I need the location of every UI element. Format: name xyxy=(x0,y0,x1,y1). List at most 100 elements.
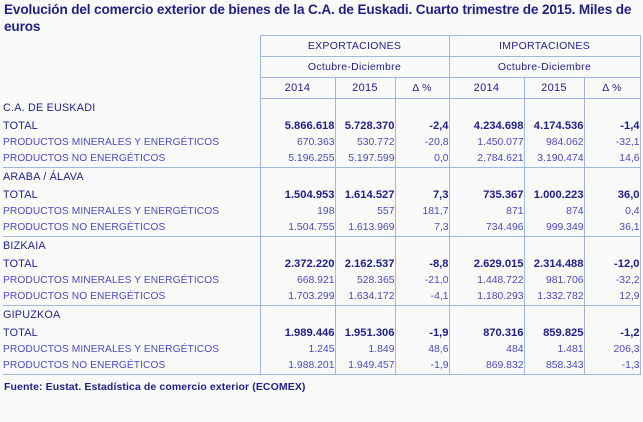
cell-imp-delta: 36,1 xyxy=(584,219,641,236)
cell-imp-2015: 1.000.223 xyxy=(524,185,585,204)
cell-imp-delta: 36,0 xyxy=(584,185,641,204)
row-label-total: TOTAL xyxy=(3,119,38,132)
section-header-spacer-imp-delta xyxy=(584,166,641,186)
table-row[interactable]: TOTAL 1.989.446 1.951.306 -1,9 870.316 859.82… xyxy=(3,323,641,342)
cell-exp-2015: 1.849 xyxy=(335,341,396,358)
table-body: C.A. DE EUSKADI TOTAL 5.866.618 5.728.370 -2… xyxy=(3,98,641,375)
table-row[interactable]: PRODUCTOS MINERALES Y ENERGÉTICOS 198 557 1… xyxy=(3,203,641,220)
cell-imp-2014: 1.450.077 xyxy=(448,134,525,151)
row-label-category: PRODUCTOS NO ENERGÉTICOS xyxy=(3,153,166,164)
section-title: BIZKAIA xyxy=(3,235,260,255)
cell-imp-2014: 734.496 xyxy=(448,219,525,236)
row-label-category: PRODUCTOS MINERALES Y ENERGÉTICOS xyxy=(3,206,220,217)
cell-exp-2015: 528.365 xyxy=(335,272,396,289)
cell-imp-2015: 858.343 xyxy=(524,357,585,375)
section-header-spacer-imp-2014 xyxy=(448,166,525,186)
cell-exp-delta: -4,1 xyxy=(395,288,450,305)
section-title: GIPUZKOA xyxy=(3,304,260,324)
cell-imp-2015: 874 xyxy=(524,203,585,220)
cell-exp-delta: -8,8 xyxy=(395,254,450,273)
cell-imp-2015: 1.332.782 xyxy=(524,288,585,305)
cell-imp-delta: 14,6 xyxy=(584,150,641,167)
table-row[interactable]: TOTAL 1.504.953 1.614.527 7,3 735.367 1.000.2… xyxy=(3,185,641,204)
cell-exp-2015: 1.613.969 xyxy=(335,219,396,236)
cell-imp-delta: -1,3 xyxy=(584,357,641,375)
cell-imp-delta: -1,2 xyxy=(584,323,641,342)
cell-exp-2015: 2.162.537 xyxy=(335,254,396,273)
header-col-exp-2015: 2015 xyxy=(335,77,396,99)
header-col-imp-2014: 2014 xyxy=(448,77,525,99)
cell-imp-2015: 999.349 xyxy=(524,219,585,236)
section-header-spacer-exp-delta xyxy=(395,166,450,186)
cell-exp-2014: 1.504.953 xyxy=(259,185,336,204)
cell-imp-delta: -1,4 xyxy=(584,116,641,135)
cell-imp-2014: 2.784.621 xyxy=(448,150,525,167)
cell-imp-delta: -12,0 xyxy=(584,254,641,273)
section-header-spacer-exp-delta xyxy=(395,304,450,324)
cell-exp-2015: 1.614.527 xyxy=(335,185,396,204)
cell-imp-2015: 4.174.536 xyxy=(524,116,585,135)
cell-exp-2014: 670.363 xyxy=(259,134,336,151)
section-header-spacer-imp-2015 xyxy=(524,304,585,324)
section-header-spacer-imp-2015 xyxy=(524,166,585,186)
cell-exp-2015: 557 xyxy=(335,203,396,220)
cell-imp-2015: 984.062 xyxy=(524,134,585,151)
cell-exp-2015: 1.949.457 xyxy=(335,357,396,375)
section-header-spacer-exp-2015 xyxy=(335,98,396,117)
cell-imp-2015: 859.825 xyxy=(524,323,585,342)
header-col-imp-delta: Δ % xyxy=(584,77,641,99)
cell-exp-2014: 1.245 xyxy=(259,341,336,358)
section-header-spacer-imp-2015 xyxy=(524,98,585,117)
header-corner-cell xyxy=(3,36,260,99)
header-group-importaciones: IMPORTACIONES xyxy=(448,35,641,57)
section-header-spacer-exp-2015 xyxy=(335,235,396,255)
cell-exp-2014: 198 xyxy=(259,203,336,220)
section-header-row: ARABA / ÁLAVA xyxy=(3,166,641,186)
cell-imp-2014: 1.448.722 xyxy=(448,272,525,289)
table-row[interactable]: PRODUCTOS MINERALES Y ENERGÉTICOS 668.921… xyxy=(3,272,641,289)
section-header-spacer-exp-2014 xyxy=(259,235,336,255)
section-header-spacer-imp-2015 xyxy=(524,235,585,255)
cell-exp-delta: -2,4 xyxy=(395,116,450,135)
header-col-imp-2015: 2015 xyxy=(524,77,585,99)
section-header-spacer-exp-delta xyxy=(395,98,450,117)
row-label-category: PRODUCTOS NO ENERGÉTICOS xyxy=(3,357,260,375)
cell-imp-delta: -32,1 xyxy=(584,134,641,151)
table-header: EXPORTACIONES IMPORTACIONES Octubre-Dici… xyxy=(3,35,641,99)
cell-imp-2015: 981.706 xyxy=(524,272,585,289)
section-header-spacer-imp-delta xyxy=(584,304,641,324)
row-label-category: PRODUCTOS MINERALES Y ENERGÉTICOS xyxy=(3,275,220,286)
cell-imp-2014: 1.180.293 xyxy=(448,288,525,305)
header-col-exp-delta: Δ % xyxy=(395,77,450,99)
cell-imp-2014: 870.316 xyxy=(448,323,525,342)
table-row[interactable]: PRODUCTOS NO ENERGÉTICOS 1.988.201 1.949.4… xyxy=(3,357,641,375)
header-group-exportaciones: EXPORTACIONES xyxy=(259,35,450,57)
section-header-spacer-exp-2015 xyxy=(335,166,396,186)
cell-exp-2014: 1.988.201 xyxy=(259,357,336,375)
section-title: C.A. DE EUSKADI xyxy=(3,101,96,114)
trade-statistics-table: EXPORTACIONES IMPORTACIONES Octubre-Dici… xyxy=(3,35,641,375)
cell-exp-2014: 5.866.618 xyxy=(259,116,336,135)
row-label-total: TOTAL xyxy=(3,188,38,201)
cell-exp-delta: 0,0 xyxy=(395,150,450,167)
table-row[interactable]: PRODUCTOS MINERALES Y ENERGÉTICOS 670.363… xyxy=(3,134,641,151)
table-row[interactable]: PRODUCTOS NO ENERGÉTICOS 5.196.255 5.197.5… xyxy=(3,150,641,167)
section-header-row: GIPUZKOA xyxy=(3,304,641,324)
table-row[interactable]: TOTAL 5.866.618 5.728.370 -2,4 4.234.698 4.17… xyxy=(3,116,641,135)
cell-exp-delta: -21,0 xyxy=(395,272,450,289)
cell-exp-delta: -1,9 xyxy=(395,357,450,375)
cell-exp-2014: 5.196.255 xyxy=(259,150,336,167)
cell-exp-delta: -1,9 xyxy=(395,323,450,342)
table-row[interactable]: TOTAL 2.372.220 2.162.537 -8,8 2.629.015 2.31… xyxy=(3,254,641,273)
header-period-importaciones: Octubre-Diciembre xyxy=(448,56,641,78)
section-header-spacer-imp-2014 xyxy=(448,98,525,117)
header-row-groups: EXPORTACIONES IMPORTACIONES xyxy=(3,35,641,57)
source-note: Fuente: Eustat. Estadística de comercio … xyxy=(4,380,306,393)
table-row[interactable]: PRODUCTOS MINERALES Y ENERGÉTICOS 1.245 1.… xyxy=(3,341,641,358)
table-row[interactable]: PRODUCTOS NO ENERGÉTICOS 1.703.299 1.634.1… xyxy=(3,288,641,305)
cell-imp-2015: 2.314.488 xyxy=(524,254,585,273)
row-label-category: PRODUCTOS MINERALES Y ENERGÉTICOS xyxy=(3,137,220,148)
cell-imp-delta: -32,2 xyxy=(584,272,641,289)
section-header-spacer-imp-2014 xyxy=(448,304,525,324)
table-row[interactable]: PRODUCTOS NO ENERGÉTICOS 1.504.755 1.613.9… xyxy=(3,219,641,236)
